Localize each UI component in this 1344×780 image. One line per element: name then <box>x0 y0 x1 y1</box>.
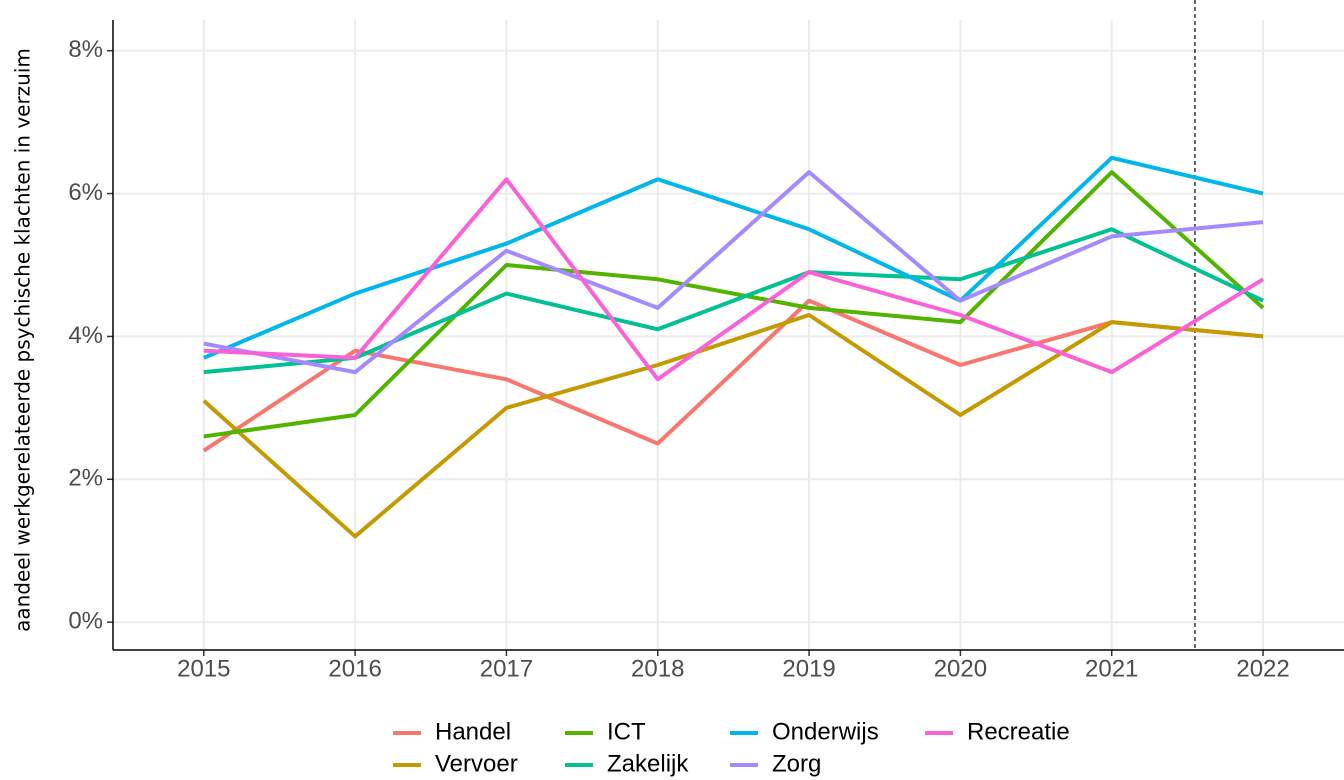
y-axis-label: aandeel werkgerelateerde psychische klac… <box>11 48 35 632</box>
legend-label: Handel <box>435 718 511 745</box>
series-line <box>202 298 1264 453</box>
y-tick-label: 6% <box>68 179 103 206</box>
x-tick-label: 2020 <box>934 655 987 682</box>
series-line <box>203 177 1265 382</box>
x-tick-label: 2015 <box>177 655 230 682</box>
y-tick-label: 4% <box>68 322 103 349</box>
series-line <box>203 227 1264 375</box>
x-tick-label: 2016 <box>328 655 381 682</box>
series-line <box>202 313 1264 539</box>
y-tick-label: 0% <box>68 607 103 634</box>
x-tick-label: 2022 <box>1236 655 1289 682</box>
legend-label: Vervoer <box>435 750 518 777</box>
y-tick-label: 8% <box>68 36 103 63</box>
legend-label: Recreatie <box>967 718 1070 745</box>
x-tick-label: 2018 <box>631 655 684 682</box>
legend-label: Zorg <box>772 750 821 777</box>
series-line <box>203 155 1264 360</box>
legend-label: Onderwijs <box>772 718 879 745</box>
x-tick-label: 2019 <box>782 655 835 682</box>
series-line <box>203 170 1264 375</box>
y-tick-label: 2% <box>68 465 103 492</box>
x-tick-label: 2021 <box>1085 655 1138 682</box>
legend-label: Zakelijk <box>607 750 689 777</box>
x-tick-label: 2017 <box>480 655 533 682</box>
legend-label: ICT <box>607 718 646 745</box>
series-line <box>203 170 1265 439</box>
